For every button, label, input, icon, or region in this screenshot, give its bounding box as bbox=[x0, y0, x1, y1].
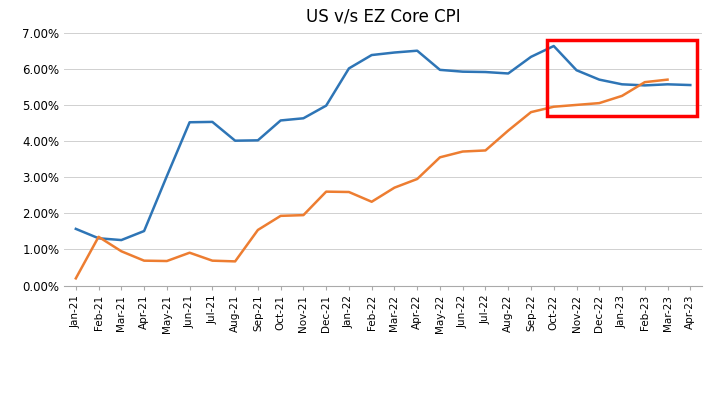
US bbox=[299, 116, 308, 121]
US bbox=[641, 83, 649, 88]
EZ bbox=[185, 250, 194, 255]
EZ bbox=[276, 213, 285, 218]
US bbox=[72, 226, 80, 231]
EZ bbox=[299, 213, 308, 217]
EZ bbox=[322, 189, 331, 194]
US bbox=[527, 54, 536, 59]
EZ bbox=[549, 104, 558, 109]
US bbox=[549, 44, 558, 49]
EZ bbox=[663, 77, 672, 82]
EZ bbox=[117, 249, 125, 254]
Line: EZ: EZ bbox=[76, 80, 667, 278]
EZ bbox=[595, 101, 604, 106]
US bbox=[618, 82, 626, 87]
EZ bbox=[140, 258, 148, 263]
EZ bbox=[163, 259, 171, 264]
US bbox=[208, 120, 217, 124]
EZ bbox=[641, 80, 649, 84]
EZ bbox=[231, 259, 239, 264]
US bbox=[185, 120, 194, 125]
EZ bbox=[458, 149, 467, 154]
EZ bbox=[208, 258, 217, 263]
US bbox=[276, 118, 285, 123]
EZ bbox=[367, 200, 376, 204]
US bbox=[253, 138, 262, 143]
EZ bbox=[72, 276, 80, 281]
EZ bbox=[572, 102, 581, 107]
US bbox=[322, 103, 331, 108]
EZ bbox=[504, 128, 513, 133]
US bbox=[413, 48, 422, 53]
US bbox=[163, 174, 171, 179]
Line: US: US bbox=[76, 46, 690, 240]
US bbox=[686, 82, 695, 87]
Title: US v/s EZ Core CPI: US v/s EZ Core CPI bbox=[306, 7, 460, 26]
US bbox=[367, 53, 376, 58]
EZ bbox=[481, 148, 490, 153]
EZ bbox=[95, 234, 103, 239]
US bbox=[435, 67, 444, 72]
Bar bbox=[547, 40, 697, 116]
EZ bbox=[390, 185, 399, 190]
US bbox=[481, 70, 490, 75]
EZ bbox=[413, 177, 422, 182]
US bbox=[140, 228, 148, 233]
EZ bbox=[253, 228, 262, 233]
US bbox=[572, 68, 581, 73]
EZ bbox=[435, 155, 444, 160]
EZ bbox=[344, 190, 353, 195]
US bbox=[663, 82, 672, 87]
EZ bbox=[618, 93, 626, 98]
US bbox=[231, 138, 239, 143]
US bbox=[595, 77, 604, 82]
US bbox=[390, 50, 399, 55]
US bbox=[344, 66, 353, 71]
US bbox=[95, 236, 103, 241]
EZ bbox=[527, 110, 536, 115]
US bbox=[504, 71, 513, 76]
US bbox=[458, 69, 467, 74]
US bbox=[117, 237, 125, 242]
